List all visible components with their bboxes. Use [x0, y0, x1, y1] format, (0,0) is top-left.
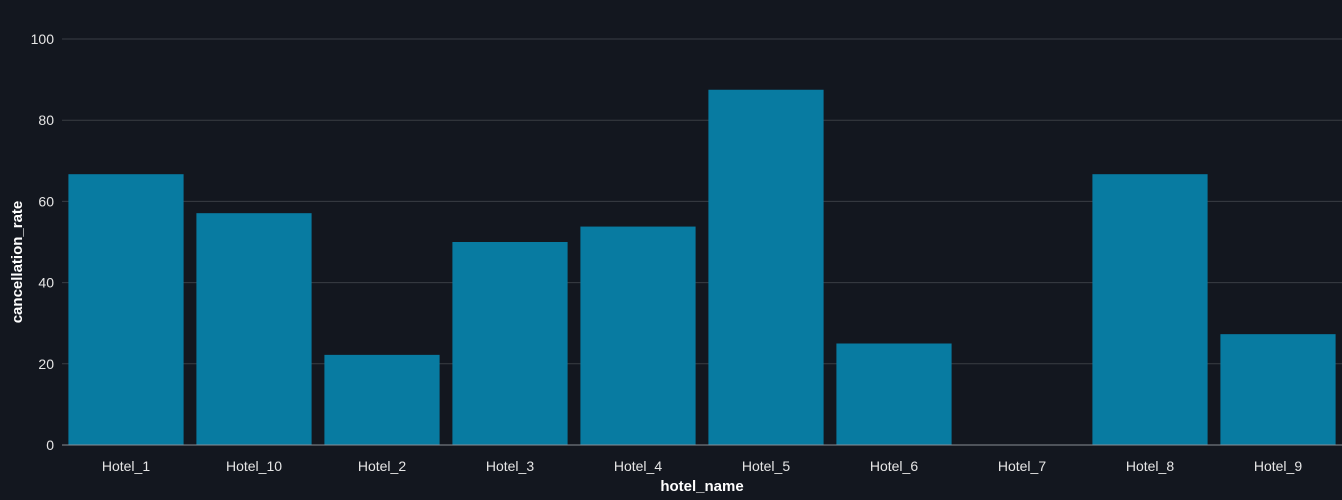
bar-hotel-2[interactable] [324, 354, 440, 445]
x-tick-label: Hotel_8 [1126, 458, 1174, 474]
bar-hotel-5[interactable] [708, 89, 824, 445]
y-tick-label: 80 [38, 112, 54, 128]
y-axis-ticks: 0 20 40 60 80 100 [31, 31, 55, 453]
x-axis-title: hotel_name [660, 478, 743, 495]
bars [68, 89, 1336, 446]
x-axis-ticks: Hotel_1 Hotel_10 Hotel_2 Hotel_3 Hotel_4 Hote… [102, 458, 1302, 474]
x-tick-label: Hotel_6 [870, 458, 918, 474]
x-tick-label: Hotel_10 [226, 458, 282, 474]
x-tick-label: Hotel_5 [742, 458, 790, 474]
bar-hotel-6[interactable] [836, 343, 952, 446]
x-tick-label: Hotel_2 [358, 458, 406, 474]
bar-hotel-9[interactable] [1220, 334, 1336, 445]
y-tick-label: 40 [38, 275, 54, 291]
x-tick-label: Hotel_1 [102, 458, 150, 474]
bar-hotel-4[interactable] [580, 226, 696, 445]
y-tick-label: 60 [38, 193, 54, 209]
y-tick-label: 100 [31, 31, 55, 47]
bar-hotel-8[interactable] [1092, 174, 1208, 445]
x-tick-label: Hotel_7 [998, 458, 1046, 474]
y-tick-label: 0 [46, 437, 54, 453]
y-tick-label: 20 [38, 356, 54, 372]
x-tick-label: Hotel_3 [486, 458, 534, 474]
x-tick-label: Hotel_4 [614, 458, 662, 474]
x-tick-label: Hotel_9 [1254, 458, 1302, 474]
bar-hotel-1[interactable] [68, 174, 184, 445]
y-axis-title: cancellation_rate [9, 201, 26, 324]
bar-hotel-10[interactable] [196, 213, 312, 445]
bar-hotel-3[interactable] [452, 242, 568, 445]
